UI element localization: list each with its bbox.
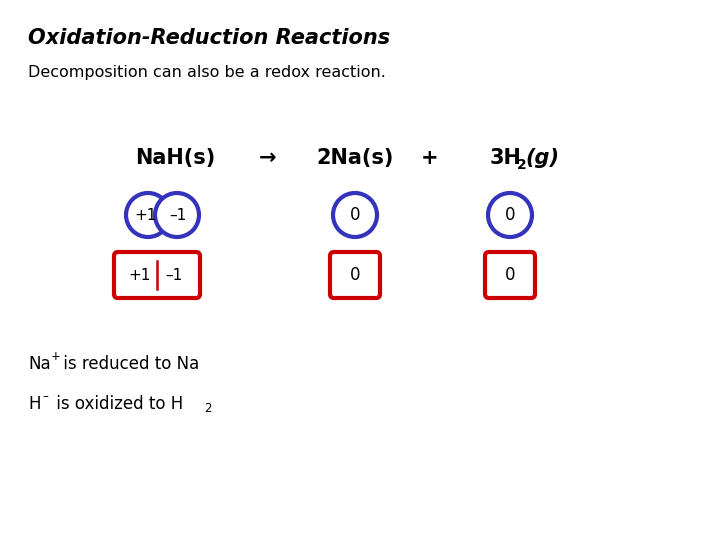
Text: 0: 0 [350,206,360,224]
Text: Oxidation-Reduction Reactions: Oxidation-Reduction Reactions [28,28,390,48]
Text: 0: 0 [505,206,516,224]
Text: +1: +1 [129,267,151,282]
Circle shape [488,193,532,237]
Circle shape [333,193,377,237]
Text: 0: 0 [505,266,516,284]
Text: →: → [259,148,276,168]
Circle shape [155,193,199,237]
Text: NaH(s): NaH(s) [135,148,215,168]
Text: Na: Na [28,355,50,373]
Text: –1: –1 [169,207,186,222]
Text: Decomposition can also be a redox reaction.: Decomposition can also be a redox reacti… [28,65,386,80]
Text: is reduced to Na: is reduced to Na [58,355,199,373]
Text: 2Na(s): 2Na(s) [316,148,394,168]
Text: +: + [51,350,61,363]
Circle shape [126,193,170,237]
Text: 2: 2 [517,158,527,172]
Text: +: + [421,148,438,168]
FancyBboxPatch shape [114,252,200,298]
Text: (g): (g) [525,148,559,168]
Text: –1: –1 [166,267,183,282]
Text: 0: 0 [350,266,360,284]
Text: –: – [42,390,48,403]
Text: is oxidized to H: is oxidized to H [51,395,184,413]
Text: +1: +1 [135,207,157,222]
Text: 3H: 3H [490,148,522,168]
Text: H: H [28,395,40,413]
FancyBboxPatch shape [330,252,380,298]
Text: 2: 2 [204,402,212,415]
FancyBboxPatch shape [485,252,535,298]
